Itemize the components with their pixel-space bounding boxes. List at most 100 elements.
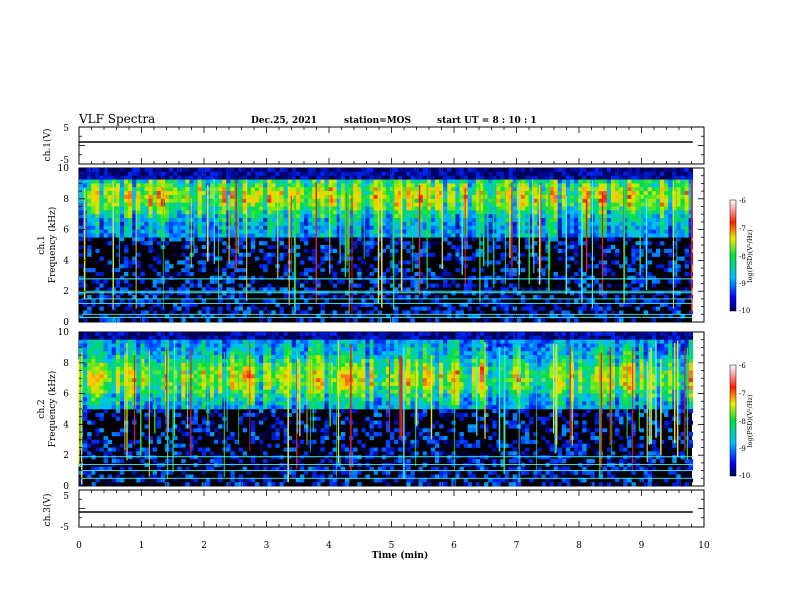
spectrogram-bin (104, 187, 108, 191)
spectrogram-bin (423, 168, 427, 172)
spectrogram-bin (157, 340, 161, 344)
spectrogram-bin (177, 191, 181, 195)
spectrogram-bin (574, 249, 578, 253)
spectrogram-bin (603, 253, 607, 257)
spectrogram-bin (189, 226, 193, 230)
spectrogram-bin (255, 280, 259, 284)
spectrogram-bin (251, 168, 255, 172)
spectrogram-bin (149, 199, 153, 203)
spectrogram-bin (300, 187, 304, 191)
spectrogram-bin (95, 172, 99, 176)
spectrogram-bin (509, 172, 513, 176)
spectrogram-bin (468, 180, 472, 184)
spectrogram-bin (144, 397, 148, 401)
spectrogram-bin (468, 218, 472, 222)
spectrogram-bin (91, 371, 95, 375)
spectrogram-bin (619, 214, 623, 218)
spectrogram-bin (263, 299, 267, 303)
spectrogram-bin (181, 214, 185, 218)
spectrogram-bin (128, 214, 132, 218)
spectrogram-bin (570, 187, 574, 191)
spectrogram-bin (116, 183, 120, 187)
spectrogram-bin (181, 401, 185, 405)
spectrogram-bin (685, 176, 689, 180)
spectrogram-bin (492, 180, 496, 184)
spectrogram-bin (333, 187, 337, 191)
spectrogram-bin (112, 374, 116, 378)
spectrogram-bin (545, 299, 549, 303)
spectrogram-bin (99, 336, 103, 340)
spectrogram-bin (635, 264, 639, 268)
spectrogram-bin (144, 233, 148, 237)
spectrogram-bin (181, 367, 185, 371)
spectrogram-bin (230, 218, 234, 222)
spectrogram-bin (239, 222, 243, 226)
spectrogram-bin (443, 191, 447, 195)
spectrogram-bin (144, 222, 148, 226)
spectrogram-bin (91, 455, 95, 459)
spectrogram-bin (99, 257, 103, 261)
spectrogram-bin (353, 291, 357, 295)
spectrogram-bin (87, 374, 91, 378)
spectrogram-bin (664, 299, 668, 303)
spectrogram-bin (509, 318, 513, 322)
spectrogram-bin (153, 199, 157, 203)
spectrogram-bin (300, 230, 304, 234)
spectrogram-bin (541, 183, 545, 187)
spectrogram-bin (406, 207, 410, 211)
spectrogram-bin (656, 176, 660, 180)
spectrogram-bin (652, 203, 656, 207)
spectrogram-bin (374, 168, 378, 172)
spectrogram-bin (255, 222, 259, 226)
spectrogram-bin (177, 207, 181, 211)
spectrogram-bin (255, 168, 259, 172)
spectrogram-bin (95, 260, 99, 264)
spectrogram-bin (680, 257, 684, 261)
spectrogram-bin (443, 168, 447, 172)
spectrogram-bin (607, 226, 611, 230)
spectrogram-bin (500, 291, 504, 295)
spectrogram-bin (104, 440, 108, 444)
spectrogram-bin (603, 291, 607, 295)
spectrogram-bin (239, 214, 243, 218)
spectrogram-bin (304, 207, 308, 211)
spectrogram-bin (394, 272, 398, 276)
spectrogram-bin (680, 222, 684, 226)
spectrogram-bin (672, 172, 676, 176)
spectrogram-bin (185, 176, 189, 180)
spectrogram-bin (627, 183, 631, 187)
spectrogram-bin (464, 218, 468, 222)
spectrogram-bin (251, 210, 255, 214)
spectrogram-bin (157, 367, 161, 371)
spectrogram-bin (521, 226, 525, 230)
spectrogram-bin (308, 230, 312, 234)
spectrogram-bin (124, 264, 128, 268)
spectrogram-bin (423, 191, 427, 195)
spectrogram-bin (144, 432, 148, 436)
spectrogram-bin (386, 183, 390, 187)
spectrogram-bin (181, 390, 185, 394)
spectrogram-bin (357, 168, 361, 172)
spectrogram-bin (635, 257, 639, 261)
spectrogram-bin (87, 268, 91, 272)
spectrogram-bin (124, 344, 128, 348)
spectrogram-bin (406, 210, 410, 214)
spectrogram-bin (635, 176, 639, 180)
spectrogram-bin (169, 218, 173, 222)
spectrogram-bin (496, 199, 500, 203)
spectrogram-bin (173, 222, 177, 226)
spectrogram-bin (349, 230, 353, 234)
spectrogram-bin (668, 218, 672, 222)
spectrogram-bin (402, 218, 406, 222)
spectrogram-bin (177, 344, 181, 348)
spectrogram-bin (91, 203, 95, 207)
spectrogram-bin (194, 318, 198, 322)
spectrogram-bin (181, 332, 185, 336)
spectrogram-bin (173, 245, 177, 249)
spectrogram-bin (116, 172, 120, 176)
spectrogram-bin (603, 264, 607, 268)
spectrogram-bin (189, 355, 193, 359)
spectrogram-bin (279, 180, 283, 184)
spectrogram-bin (157, 203, 161, 207)
